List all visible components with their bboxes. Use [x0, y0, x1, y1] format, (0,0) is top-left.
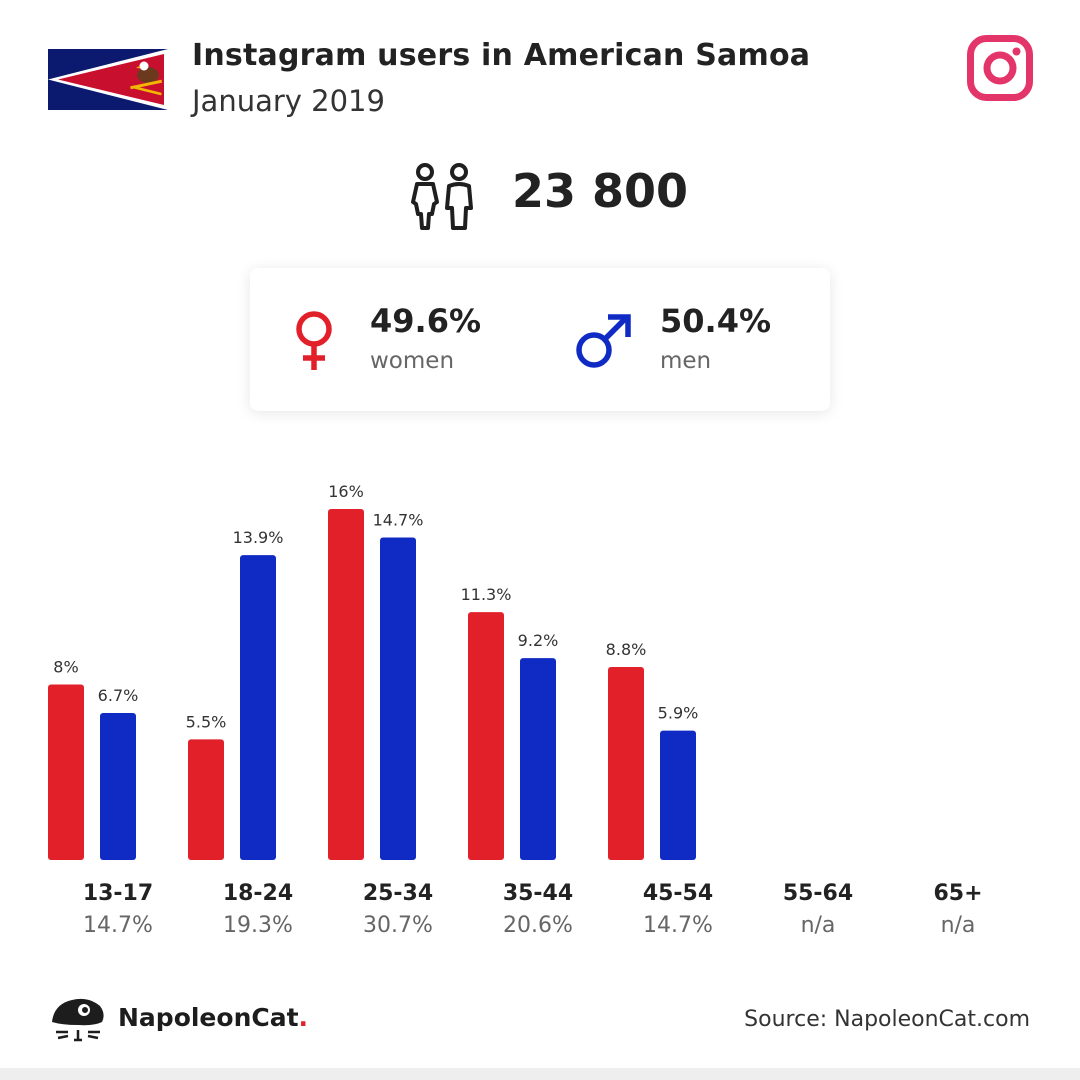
women-label: women — [370, 348, 455, 374]
bar-men-35-44 — [520, 658, 556, 860]
bar-women-18-24 — [188, 739, 224, 860]
bar-women-35-44 — [468, 612, 504, 860]
bar-men-25-34 — [380, 537, 416, 860]
data-label-men-35-44: 9.2% — [518, 631, 559, 650]
american-samoa-flag — [48, 49, 168, 110]
age-group-label-18-24: 18-24 — [223, 881, 293, 906]
data-label-men-13-17: 6.7% — [98, 686, 139, 705]
data-label-men-18-24: 13.9% — [233, 528, 284, 547]
male-symbol-icon — [576, 314, 631, 368]
age-group-total-13-17: 14.7% — [83, 913, 153, 938]
female-symbol-icon — [296, 311, 332, 370]
bar-men-18-24 — [240, 555, 276, 860]
gender-split-card: 49.6% women 50.4% men — [250, 268, 830, 411]
brand-name: NapoleonCat. — [118, 1003, 309, 1032]
age-group-total-55-64: n/a — [801, 913, 836, 938]
data-label-women-45-54: 8.8% — [606, 640, 647, 659]
bar-men-45-54 — [660, 730, 696, 860]
women-percent: 49.6% — [370, 302, 482, 340]
age-group-label-55-64: 55-64 — [783, 881, 853, 906]
age-group-total-18-24: 19.3% — [223, 913, 293, 938]
napoleoncat-logo-icon — [52, 998, 104, 1042]
age-group-label-35-44: 35-44 — [503, 881, 573, 906]
bar-women-13-17 — [48, 684, 84, 860]
age-group-label-65+: 65+ — [933, 881, 982, 906]
data-label-women-35-44: 11.3% — [461, 585, 512, 604]
bar-men-13-17 — [100, 713, 136, 860]
data-label-men-45-54: 5.9% — [658, 704, 699, 723]
page-title: Instagram users in American Samoa — [192, 38, 811, 73]
bottom-strip — [0, 1068, 1080, 1080]
age-group-label-13-17: 13-17 — [83, 881, 153, 906]
data-label-women-13-17: 8% — [53, 658, 78, 677]
men-label: men — [660, 348, 712, 374]
age-group-total-45-54: 14.7% — [643, 913, 713, 938]
age-group-label-25-34: 25-34 — [363, 881, 433, 906]
data-label-women-25-34: 16% — [328, 482, 364, 501]
users-icon — [411, 163, 473, 230]
source-note: Source: NapoleonCat.com — [744, 1007, 1030, 1032]
bar-women-25-34 — [328, 509, 364, 860]
men-percent: 50.4% — [660, 302, 772, 340]
data-label-women-18-24: 5.5% — [186, 712, 227, 731]
total-users-value: 23 800 — [512, 164, 689, 218]
data-label-men-25-34: 14.7% — [373, 511, 424, 530]
age-group-total-35-44: 20.6% — [503, 913, 573, 938]
age-group-label-45-54: 45-54 — [643, 881, 713, 906]
instagram-icon — [967, 35, 1033, 101]
age-group-total-65+: n/a — [941, 913, 976, 938]
age-gender-bar-chart: 8% 6.7% 13-17 14.7% 5.5% 13.9% 18-24 19.3% 16% 14… — [48, 482, 983, 938]
age-group-total-25-34: 30.7% — [363, 913, 433, 938]
page-subtitle: January 2019 — [192, 84, 385, 118]
bar-women-45-54 — [608, 666, 644, 860]
